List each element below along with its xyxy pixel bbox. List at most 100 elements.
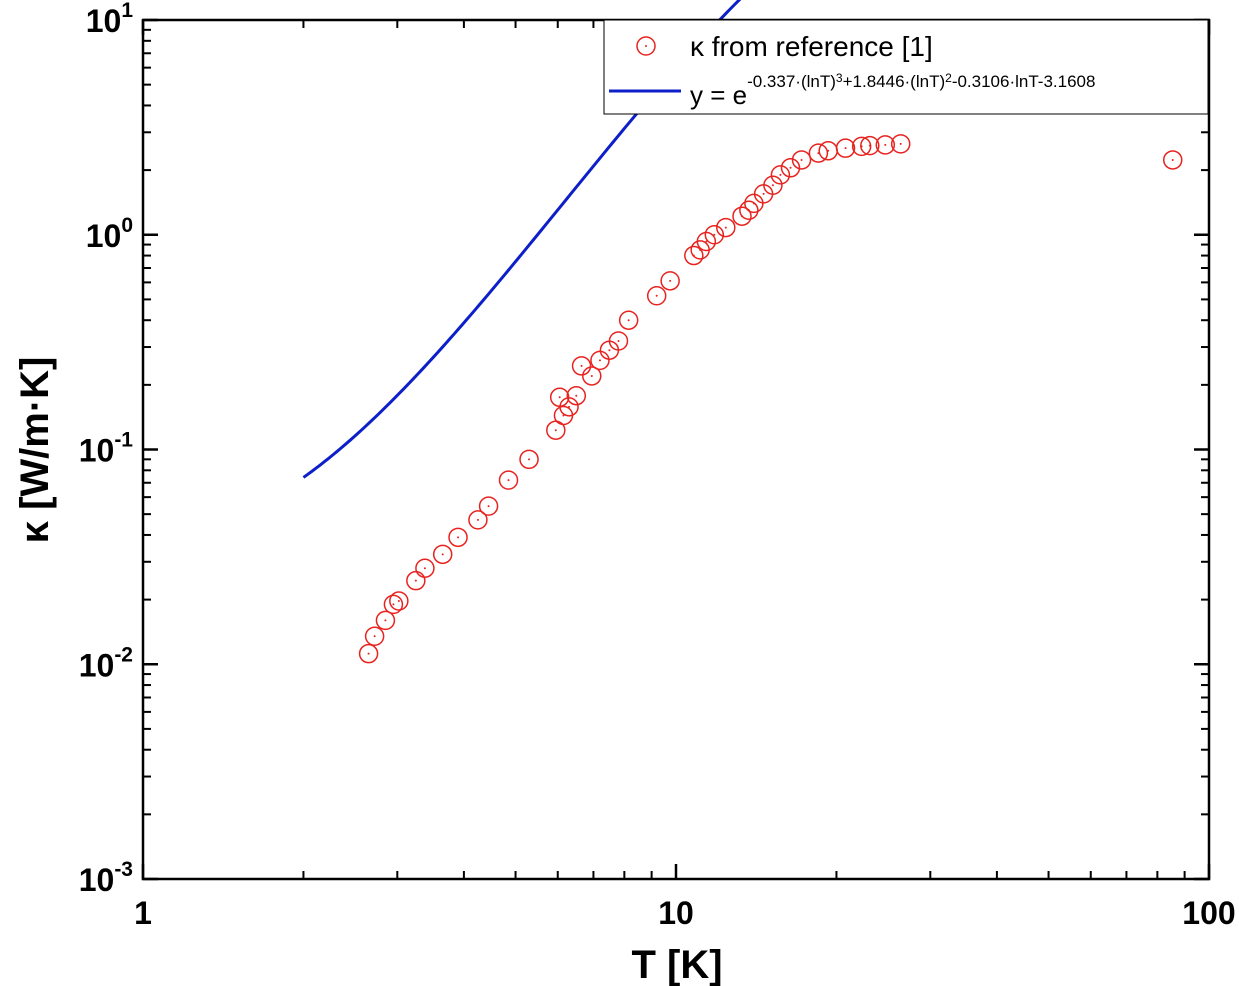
data-point-center: [528, 458, 531, 461]
y-tick-label: 100: [86, 214, 133, 254]
data-point-marker: [704, 225, 725, 245]
data-point: [770, 165, 791, 185]
data-point: [389, 591, 409, 611]
legend: κ from reference [1] y = e-0.337·(lnT)3+…: [603, 19, 1209, 115]
data-point: [618, 310, 639, 330]
data-point: [358, 643, 379, 664]
x-tick-label: 10: [658, 895, 694, 931]
data-point: [415, 558, 435, 578]
y-tick-label-base: 10: [86, 3, 122, 39]
data-point-marker: [478, 496, 499, 516]
data-point-center: [414, 579, 417, 582]
data-point: [559, 397, 579, 417]
data-point: [478, 496, 499, 516]
data-point: [364, 626, 385, 647]
legend-fit-exp-b: 3: [836, 71, 843, 85]
y-tick-label-exponent: 0: [121, 214, 133, 237]
legend-fit-exp-d: 2: [945, 71, 952, 85]
data-point: [660, 271, 680, 291]
y-tick-label-exponent: -1: [114, 429, 133, 452]
data-point-marker: [448, 527, 468, 548]
data-point: [835, 138, 856, 158]
y-axis-title: κ [W/m·K]: [13, 357, 57, 544]
data-point-marker: [415, 558, 435, 578]
y-tick-label-base: 10: [79, 433, 115, 469]
data-point-center: [397, 600, 400, 603]
data-point-marker: [566, 385, 587, 406]
data-point-marker: [770, 165, 791, 185]
data-point-marker: [358, 643, 379, 664]
data-point-marker: [559, 397, 579, 417]
data-point: [860, 135, 880, 156]
data-point: [646, 285, 667, 306]
data-point: [519, 449, 539, 470]
data-point-center: [554, 429, 557, 432]
data-point: [432, 544, 453, 565]
data-point-center: [655, 294, 658, 297]
data-point-marker: [432, 544, 453, 565]
y-tick-label-exponent: 1: [121, 0, 133, 22]
data-point: [1162, 150, 1183, 170]
data-point-center: [487, 505, 490, 508]
data-point-marker: [646, 285, 667, 306]
data-point-marker: [389, 591, 409, 611]
y-tick-label-base: 10: [86, 218, 122, 254]
data-point-marker: [716, 217, 736, 238]
data-point-marker: [851, 136, 872, 157]
data-point-marker: [780, 158, 801, 178]
y-tick-label-exponent: -2: [114, 643, 133, 666]
x-tick-label: 100: [1182, 895, 1235, 931]
data-point-center: [627, 319, 630, 322]
y-tick-label: 10-1: [79, 429, 134, 469]
data-point-marker: [1162, 150, 1183, 170]
fit-line: [302, 0, 742, 479]
y-tick-label: 10-3: [79, 858, 133, 898]
data-point-marker: [860, 135, 880, 156]
data-point: [383, 594, 404, 615]
legend-marker-scatter: [636, 36, 656, 56]
data-point: [763, 175, 783, 196]
data-point-center: [868, 144, 871, 147]
data-point-marker: [571, 356, 592, 376]
data-point-center: [575, 394, 578, 397]
data-point-center: [771, 184, 774, 187]
data-point-marker: [890, 134, 911, 154]
data-point-center: [568, 405, 571, 408]
data-point-center: [373, 635, 376, 638]
data-point-center: [617, 340, 620, 343]
data-point-center: [423, 567, 426, 570]
data-point-center: [762, 192, 765, 195]
legend-fit-exp-e: -0.3106·lnT-3.1608: [952, 72, 1096, 91]
legend-fit-base: y = e: [690, 80, 747, 110]
scatter-series: [358, 134, 1183, 664]
data-point-center: [441, 553, 444, 556]
data-point: [608, 331, 629, 351]
data-point-marker: [739, 200, 759, 221]
data-point: [582, 366, 602, 386]
legend-fit-exp-a: -0.337·(lnT): [747, 72, 836, 91]
data-point-marker: [582, 366, 602, 386]
data-point: [375, 610, 396, 631]
data-point-marker: [608, 331, 629, 351]
data-point-marker: [519, 449, 539, 470]
data-point-center: [598, 359, 601, 362]
y-tick-label: 10-2: [79, 643, 133, 683]
data-point: [890, 134, 911, 154]
data-point: [791, 150, 812, 170]
y-tick-label: 101: [86, 0, 134, 39]
data-point-marker: [383, 594, 404, 615]
data-point-center: [752, 202, 755, 205]
data-point-marker: [808, 143, 829, 163]
data-point-marker: [763, 175, 783, 196]
x-axis-title: T [K]: [631, 943, 722, 986]
data-point-center: [705, 240, 708, 243]
data-point-center: [827, 149, 830, 152]
data-point-marker: [835, 138, 856, 158]
data-point-center: [367, 652, 370, 655]
plot-background: [143, 20, 1209, 879]
series-layer: [302, 0, 1183, 664]
data-point-center: [713, 233, 716, 236]
data-point-marker: [732, 206, 752, 226]
data-point-center: [779, 173, 782, 176]
plot-area: [143, 20, 1209, 879]
